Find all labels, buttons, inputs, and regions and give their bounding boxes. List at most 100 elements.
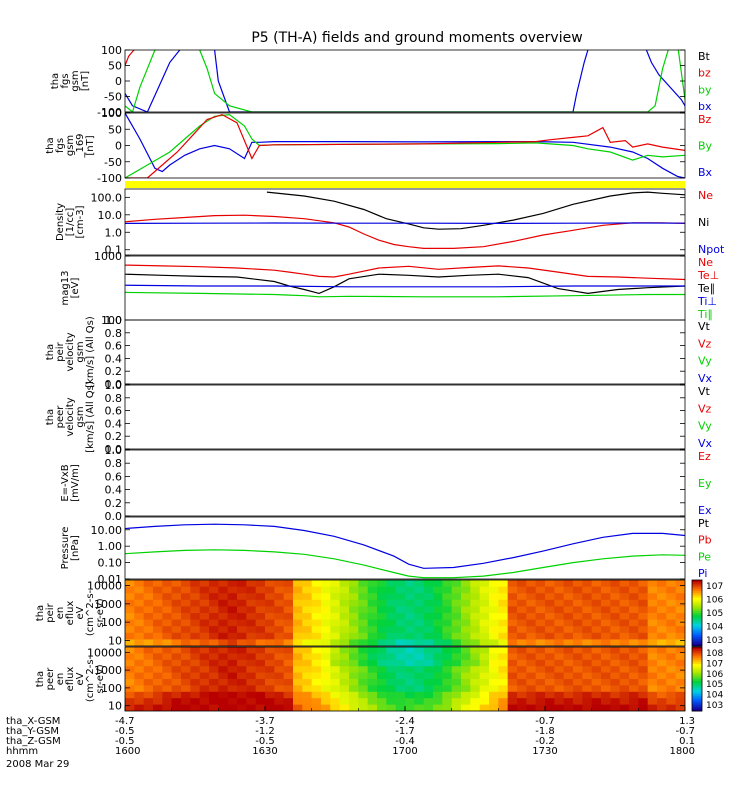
heatmap-cell <box>498 613 509 621</box>
heatmap-cell <box>218 666 229 674</box>
heatmap-cell <box>377 626 387 634</box>
heatmap-cell <box>171 586 182 594</box>
heatmap-cell <box>507 672 518 680</box>
heatmap-cell <box>321 580 331 588</box>
colorbar-step <box>692 676 702 680</box>
colorbar-step <box>692 637 702 640</box>
heatmap-cell <box>367 666 378 674</box>
heatmap-cell <box>573 659 583 667</box>
heatmap-cell <box>461 685 471 693</box>
heatmap-cell <box>517 606 527 614</box>
heatmap-cell <box>358 599 369 607</box>
y-tick-label: 0.4 <box>105 417 123 430</box>
heatmap-cell <box>451 679 462 686</box>
heatmap-cell <box>227 606 238 614</box>
heatmap-cell <box>563 586 574 594</box>
heatmap-cell <box>265 639 275 646</box>
heatmap-cell <box>311 599 322 607</box>
series-line-Bz <box>125 113 685 178</box>
heatmap-cell <box>442 593 453 601</box>
heatmap-cell <box>582 593 593 601</box>
heatmap-cell <box>414 704 425 711</box>
heatmap-cell <box>153 653 163 661</box>
heatmap-cell <box>321 632 331 640</box>
heatmap-cell <box>545 586 555 594</box>
heatmap-cell <box>283 580 294 588</box>
heatmap-cell <box>153 679 163 686</box>
heatmap-cell <box>479 691 490 699</box>
heatmap-cell <box>153 593 163 601</box>
heatmap-cell <box>442 632 453 640</box>
heatmap-cell <box>479 632 490 640</box>
heatmap-cell <box>255 666 266 674</box>
heatmap-cell <box>470 672 481 680</box>
colorbar-step <box>692 591 702 594</box>
y-axis-label: peer <box>45 667 56 691</box>
heatmap-cell <box>246 685 257 693</box>
colorbar-step <box>692 681 702 684</box>
heatmap-cell <box>526 613 537 621</box>
heatmap-cell <box>153 599 163 607</box>
y-axis-label: eflux <box>65 667 76 692</box>
quality-flag-bar <box>125 181 685 188</box>
heatmap-cell <box>517 593 527 601</box>
heatmap-cell <box>339 626 350 634</box>
heatmap-cell <box>171 580 182 588</box>
heatmap-cell <box>349 698 359 706</box>
x-tick-label: 1630 <box>252 746 277 757</box>
heatmap-cell <box>134 679 145 686</box>
heatmap-cell <box>330 580 341 588</box>
heatmap-cell <box>330 691 341 699</box>
heatmap-cell <box>601 593 611 601</box>
heatmap-cell <box>601 647 611 654</box>
x-tick-label: 1600 <box>115 746 140 757</box>
heatmap-cell <box>181 672 191 680</box>
heatmap-cell <box>274 679 285 686</box>
heatmap-cell <box>657 647 667 654</box>
heatmap-cell <box>423 613 434 621</box>
heatmap-cell <box>535 586 546 594</box>
heatmap-cell <box>265 666 275 674</box>
heatmap-cell <box>526 626 537 634</box>
y-axis-label: tha <box>50 73 61 89</box>
heatmap-cell <box>666 698 677 706</box>
heatmap-cell <box>498 599 509 607</box>
heatmap-cell <box>255 672 266 680</box>
heatmap-cell <box>554 672 565 680</box>
heatmap-cell <box>339 632 350 640</box>
y-tick-label: 100.0 <box>91 191 123 204</box>
heatmap-cell <box>675 666 685 674</box>
heatmap-cell <box>209 685 219 693</box>
heatmap-cell <box>638 691 649 699</box>
heatmap-cell <box>367 698 378 706</box>
panel-frame <box>124 449 686 517</box>
heatmap-cell <box>675 639 685 646</box>
heatmap-cell <box>153 632 163 640</box>
colorbar-tick-label: 104 <box>706 623 723 633</box>
heatmap-cell <box>442 653 453 661</box>
heatmap-cell <box>414 691 425 699</box>
heatmap-cell <box>666 593 677 601</box>
heatmap-cell <box>647 659 658 667</box>
heatmap-cell <box>265 691 275 699</box>
heatmap-cell <box>470 685 481 693</box>
heatmap-cell <box>274 599 285 607</box>
heatmap-cell <box>227 679 238 686</box>
heatmap-cell <box>311 647 322 654</box>
heatmap-cell <box>358 698 369 706</box>
heatmap-cell <box>535 698 546 706</box>
heatmap-cell <box>171 647 182 654</box>
heatmap-cell <box>265 613 275 621</box>
heatmap-cell <box>451 639 462 646</box>
y-axis-label: tha <box>45 344 56 360</box>
heatmap-cell <box>675 619 685 627</box>
heatmap-cell <box>162 580 173 588</box>
heatmap-cell <box>619 632 630 640</box>
heatmap-cell <box>582 586 593 594</box>
heatmap-cell <box>461 653 471 661</box>
y-tick-label: 1.00 <box>98 540 123 553</box>
heatmap-cell <box>489 619 499 627</box>
heatmap-cell <box>423 606 434 614</box>
heatmap-cell <box>638 593 649 601</box>
